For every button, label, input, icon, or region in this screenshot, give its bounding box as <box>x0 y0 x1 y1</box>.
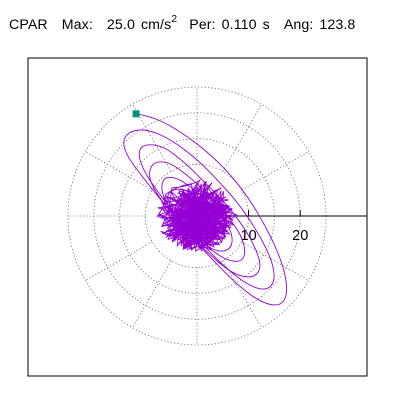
tick-label-20: 20 <box>292 228 308 244</box>
grid-spoke-60 <box>222 104 262 172</box>
component-label: CPAR <box>9 17 48 33</box>
angle-label: Ang: <box>283 17 314 33</box>
period-label: Per: <box>189 17 216 33</box>
grid-spoke-240 <box>132 260 172 328</box>
max-label: Max: <box>61 17 93 33</box>
grid-spoke-30 <box>241 151 309 191</box>
period-value: 0.110 <box>221 17 257 33</box>
max-unit: cm/s <box>140 17 172 33</box>
grid-spoke-300 <box>222 260 262 328</box>
trace-header: CPAR Max: 25.0 cm/s2 Per: 0.110 s Ang: 123.8 <box>9 12 355 38</box>
period-unit: s <box>262 17 270 33</box>
max-unit-exponent: 2 <box>171 13 178 25</box>
max-value: 25.0 <box>106 17 135 33</box>
grid-spoke-210 <box>85 241 153 281</box>
plot-frame <box>27 57 368 377</box>
grid-spoke-150 <box>85 151 153 191</box>
start-marker <box>132 110 140 118</box>
orbit-core <box>156 179 239 252</box>
angle-value: 123.8 <box>319 17 356 33</box>
